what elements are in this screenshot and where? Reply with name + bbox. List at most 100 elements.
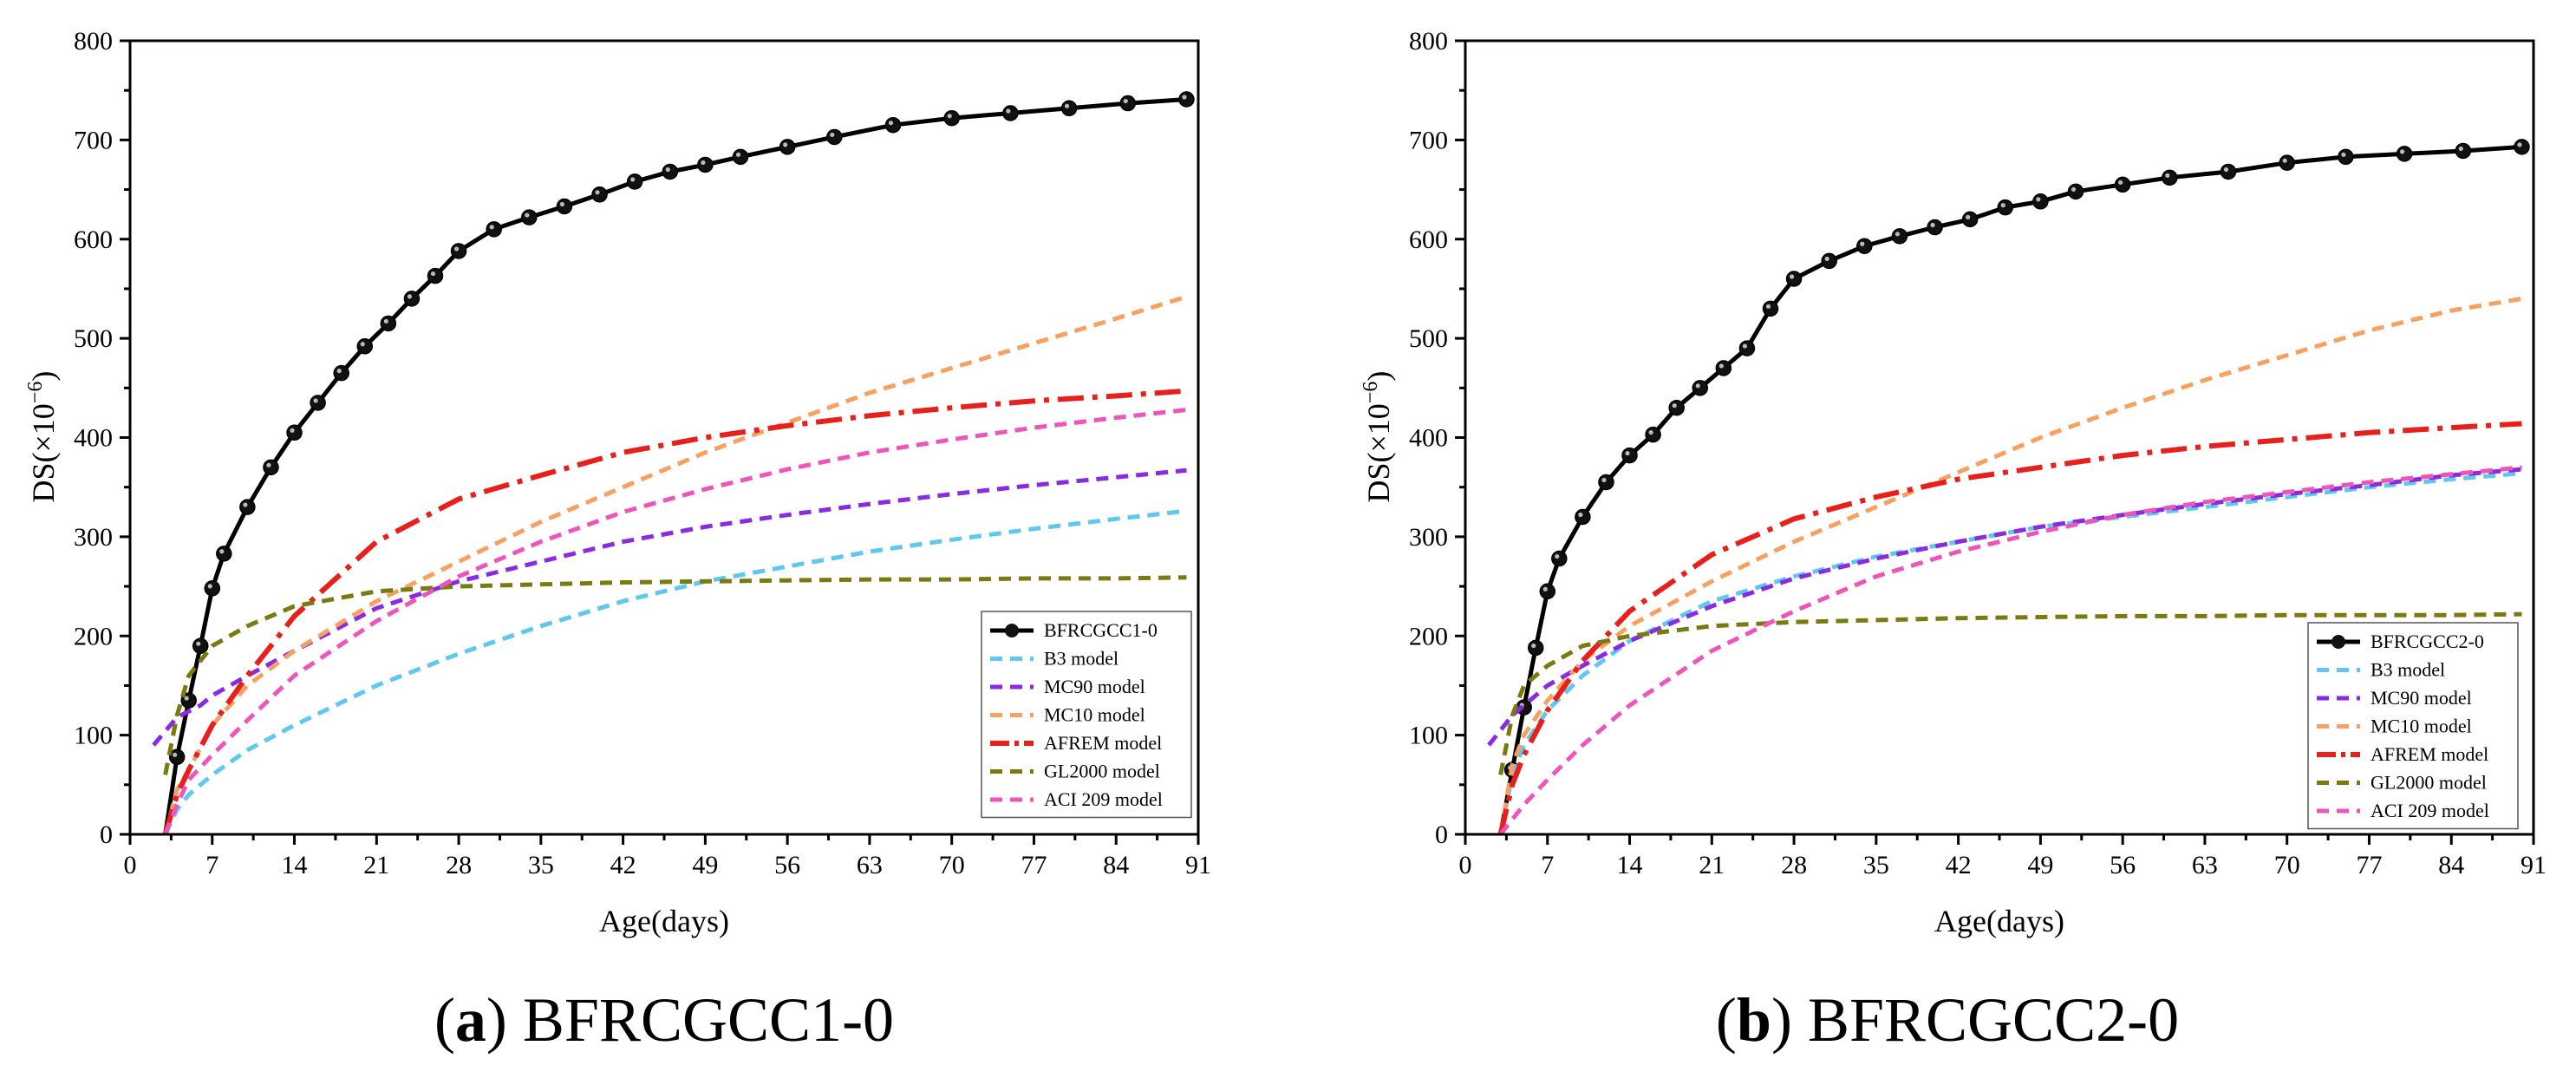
legend-label-1: B3 model bbox=[2371, 659, 2445, 681]
series-point bbox=[884, 116, 902, 134]
series-point-highlight bbox=[313, 398, 318, 403]
panel-caption: (b) BFRCGCC2-0 bbox=[1716, 985, 2179, 1055]
caption-open-paren: ( bbox=[1716, 985, 1737, 1055]
series-point-highlight bbox=[701, 160, 706, 166]
series-point bbox=[826, 128, 843, 146]
legend-marker bbox=[1005, 624, 1019, 637]
series-point-highlight bbox=[1123, 98, 1128, 104]
series-point bbox=[1856, 238, 1873, 255]
series-point bbox=[239, 499, 256, 515]
series-point bbox=[1785, 271, 1803, 287]
y-axis-label-exponent: −6 bbox=[1360, 382, 1382, 404]
x-tick-label: 7 bbox=[205, 851, 218, 879]
y-tick-label: 200 bbox=[74, 622, 113, 650]
series-line-2 bbox=[152, 467, 1187, 747]
x-tick-label: 14 bbox=[282, 851, 308, 879]
series-point-highlight bbox=[1531, 643, 1536, 649]
series-point-highlight bbox=[665, 167, 670, 173]
series-point bbox=[356, 338, 374, 355]
series-point-highlight bbox=[1695, 383, 1700, 389]
y-axis-label: DS(×10−6) bbox=[24, 371, 61, 503]
series-point-highlight bbox=[735, 152, 741, 157]
series-line-5 bbox=[1498, 611, 2522, 775]
series-point bbox=[380, 315, 397, 332]
series-point bbox=[204, 580, 221, 597]
series-point-highlight bbox=[888, 121, 894, 126]
series-point-highlight bbox=[207, 584, 212, 589]
series-point-highlight bbox=[595, 190, 600, 195]
series-point-highlight bbox=[1578, 512, 1583, 518]
series-point-highlight bbox=[1966, 214, 1971, 219]
series-point-highlight bbox=[2282, 158, 2287, 163]
series-point-highlight bbox=[525, 212, 530, 218]
series-point bbox=[1692, 380, 1709, 396]
x-tick-label: 84 bbox=[1103, 851, 1129, 879]
x-tick-label: 91 bbox=[1185, 851, 1211, 879]
series-point bbox=[1002, 105, 1019, 121]
legend-label-1: B3 model bbox=[1044, 648, 1118, 670]
series-point bbox=[1961, 211, 1979, 228]
x-tick-label: 0 bbox=[1459, 851, 1472, 879]
x-tick-label: 14 bbox=[1617, 851, 1643, 879]
legend-label-5: GL2000 model bbox=[2371, 772, 2487, 794]
y-tick-label: 400 bbox=[74, 424, 113, 453]
y-axis-label-close: ) bbox=[26, 371, 61, 382]
series-point bbox=[626, 173, 643, 190]
series-point-highlight bbox=[453, 246, 460, 252]
y-tick-label: 700 bbox=[74, 126, 113, 154]
legend: BFRCGCC1-0 B3 model MC90 model MC10 model AF… bbox=[981, 611, 1192, 819]
series-point-highlight bbox=[1601, 477, 1607, 483]
series-point bbox=[310, 395, 326, 411]
series-point bbox=[1551, 550, 1568, 567]
y-tick-label: 200 bbox=[1409, 622, 1448, 650]
series-point bbox=[486, 221, 502, 238]
caption-close-paren: ) bbox=[486, 985, 523, 1055]
series-point-highlight bbox=[1860, 241, 1865, 246]
series-point bbox=[1060, 100, 1078, 117]
series-point bbox=[286, 424, 303, 441]
series-point bbox=[521, 209, 538, 225]
series-point bbox=[662, 163, 679, 180]
x-tick-label: 21 bbox=[363, 851, 389, 879]
legend: BFRCGCC2-0 B3 model MC90 model MC10 model AF… bbox=[2307, 622, 2519, 830]
legend-label-0: BFRCGCC1-0 bbox=[1044, 619, 1158, 641]
x-tick-label: 84 bbox=[2438, 851, 2464, 879]
series-line-3 bbox=[1498, 296, 2522, 834]
series-point bbox=[333, 364, 349, 382]
series-point-highlight bbox=[1895, 232, 1901, 237]
x-tick-label: 70 bbox=[2274, 851, 2300, 879]
series-point bbox=[263, 459, 279, 476]
series-point bbox=[2067, 183, 2084, 200]
series-point bbox=[556, 198, 573, 215]
y-tick-label: 0 bbox=[100, 820, 113, 849]
caption-text: BFRCGCC1-0 bbox=[523, 985, 894, 1055]
y-axis-label-main: DS(×10 bbox=[1361, 403, 1396, 502]
x-tick-label: 77 bbox=[2356, 851, 2382, 879]
series-point bbox=[779, 139, 796, 155]
legend-label-4: AFREM model bbox=[2371, 743, 2488, 765]
y-axis-label-main: DS(×10 bbox=[26, 403, 61, 502]
x-tick-label: 63 bbox=[2192, 851, 2218, 879]
x-tick-label: 56 bbox=[774, 851, 800, 879]
x-tick-label: 77 bbox=[1021, 851, 1047, 879]
series-point-highlight bbox=[383, 318, 388, 324]
x-tick-label: 0 bbox=[124, 851, 137, 879]
series-point-highlight bbox=[1182, 95, 1187, 100]
legend-label-6: ACI 209 model bbox=[2371, 800, 2489, 821]
series-point bbox=[192, 637, 209, 654]
series-point bbox=[2396, 146, 2413, 162]
series-point-highlight bbox=[2223, 167, 2229, 173]
x-tick-label: 35 bbox=[1863, 851, 1889, 879]
series-point-highlight bbox=[1824, 256, 1829, 262]
caption-close-paren: ) bbox=[1771, 985, 1808, 1055]
x-tick-label: 91 bbox=[2521, 851, 2547, 879]
series-point-highlight bbox=[1542, 586, 1548, 592]
series-point-highlight bbox=[2071, 186, 2077, 192]
series-point bbox=[1575, 508, 1591, 526]
series-point bbox=[1668, 399, 1685, 416]
series-line-0 bbox=[163, 97, 1187, 834]
legend-marker bbox=[2331, 635, 2345, 649]
y-tick-label: 800 bbox=[74, 27, 113, 56]
series-point-highlight bbox=[196, 641, 201, 646]
series-point bbox=[2338, 148, 2354, 166]
